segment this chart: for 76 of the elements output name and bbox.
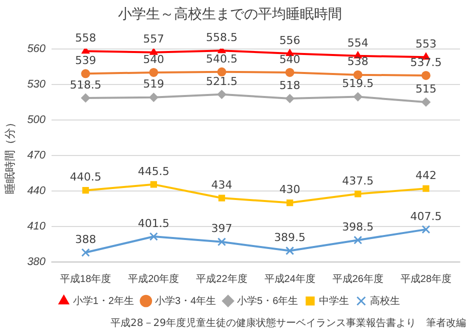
point <box>422 185 430 192</box>
data-label: 538 <box>347 55 368 68</box>
y-axis-title: 睡眠時間（分） <box>4 116 17 194</box>
point <box>421 70 430 80</box>
data-label: 389.5 <box>274 231 306 244</box>
x-tick-label: 平成26年度 <box>332 272 384 285</box>
y-tick-label: 530 <box>27 78 46 90</box>
point <box>286 199 294 206</box>
point <box>150 48 158 55</box>
point <box>217 67 226 76</box>
point <box>81 248 90 257</box>
data-label: 518 <box>279 78 300 92</box>
data-label: 519 <box>143 78 164 91</box>
point <box>286 246 294 256</box>
data-label: 540 <box>143 52 164 66</box>
data-label: 401.5 <box>138 216 170 230</box>
legend-label: 中学生 <box>319 294 350 307</box>
point <box>285 68 294 77</box>
point <box>353 70 362 80</box>
legend-label: 小学1・2年生 <box>72 294 134 307</box>
legend-label: 小学5・6年生 <box>237 294 298 307</box>
data-label: 430 <box>279 183 300 196</box>
legend-label: 高校生 <box>370 294 400 307</box>
data-label: 434 <box>211 178 232 192</box>
data-label: 540 <box>279 52 300 66</box>
data-label: 556 <box>279 34 300 47</box>
y-tick-label: 440 <box>27 184 46 197</box>
data-label: 521.5 <box>206 74 238 88</box>
data-label: 558.5 <box>206 30 238 44</box>
x-tick-label: 平成20年度 <box>128 272 180 285</box>
point <box>217 90 226 99</box>
point <box>149 232 158 241</box>
legend-label: 小学3・4年生 <box>154 294 216 307</box>
x-tick-label: 平成28年度 <box>400 272 452 285</box>
x-tick-label: 平成18年度 <box>60 272 112 285</box>
data-label: 442 <box>415 168 436 182</box>
y-tick-label: 380 <box>27 256 46 268</box>
data-label: 398.5 <box>342 220 374 234</box>
data-label: 539 <box>75 54 96 68</box>
data-label: 407.5 <box>410 210 442 223</box>
point <box>81 93 90 102</box>
data-label: 554 <box>347 36 368 50</box>
point <box>285 94 294 104</box>
data-label: 558 <box>75 32 96 45</box>
point <box>421 98 430 107</box>
point <box>150 181 157 188</box>
point <box>149 68 158 77</box>
data-label: 557 <box>143 32 164 46</box>
data-label: 515 <box>415 82 436 96</box>
x-tick-label: 平成24年度 <box>264 272 316 285</box>
data-label: 445.5 <box>138 164 170 178</box>
data-label: 397 <box>211 222 232 236</box>
x-tick-label: 平成22年度 <box>196 272 248 285</box>
point <box>149 92 158 102</box>
data-label: 519.5 <box>342 77 374 90</box>
data-label: 440.5 <box>70 170 102 184</box>
text: 平成28－29年度児童生徒の健康状態サーベイランス事業報告書より 筆者改編 <box>110 316 466 330</box>
data-label: 540.5 <box>206 52 238 66</box>
point <box>82 187 89 194</box>
data-label: 388 <box>75 232 96 246</box>
point <box>354 236 362 244</box>
point <box>353 92 362 102</box>
point <box>354 190 362 198</box>
y-tick-label: 560 <box>27 42 46 55</box>
data-label: 537.5 <box>410 56 442 69</box>
point <box>217 238 226 246</box>
point <box>81 69 90 78</box>
point <box>422 225 430 234</box>
chart-title: 小学生～高校生までの平均睡眠時間 <box>118 5 342 22</box>
data-label: 518.5 <box>70 78 102 92</box>
data-label: 553 <box>415 37 436 50</box>
y-tick-label: 500 <box>27 114 46 126</box>
data-label: 437.5 <box>342 174 374 188</box>
y-tick-label: 410 <box>27 220 46 233</box>
point <box>218 194 226 202</box>
y-tick-label: 470 <box>27 149 46 162</box>
